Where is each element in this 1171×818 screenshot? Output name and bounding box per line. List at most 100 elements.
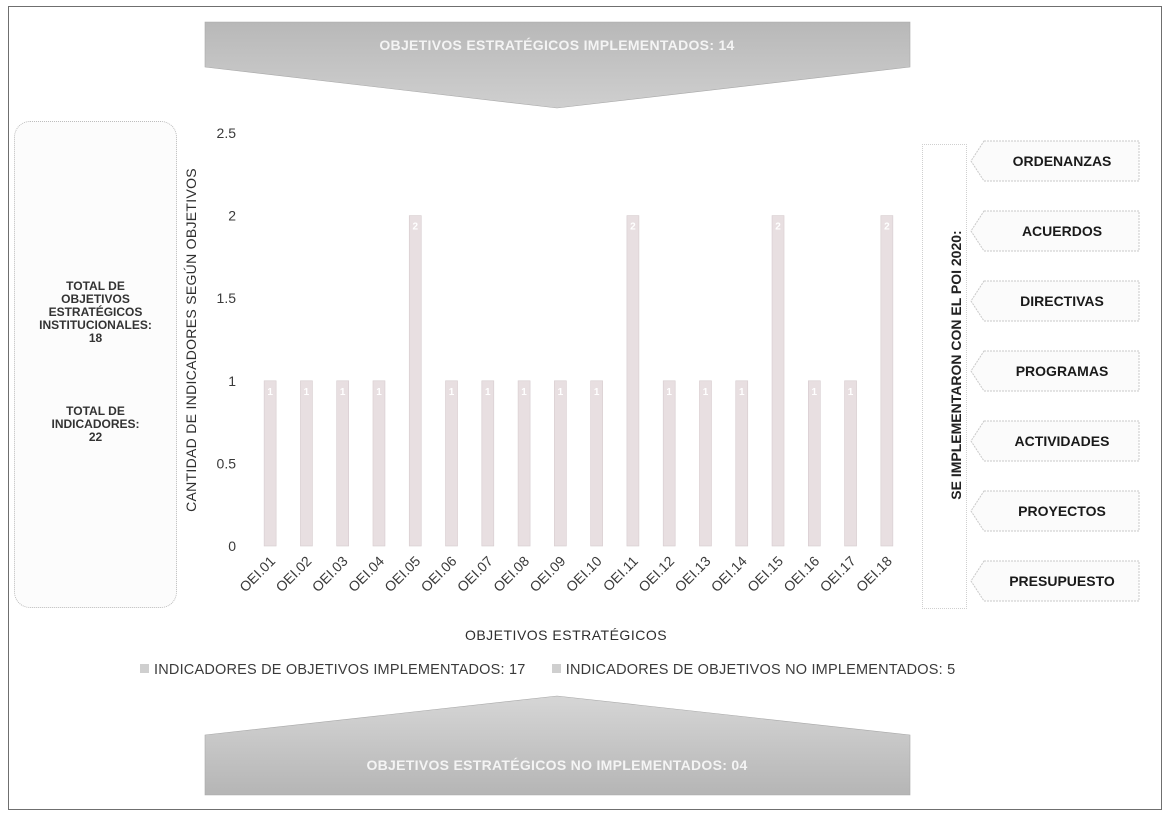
y-axis-title: CANTIDAD DE INDICADORES SEGÚN OBJETIVOS — [183, 168, 199, 512]
total-indicators-value: 22 — [88, 430, 103, 444]
bar-data-label: 2 — [412, 222, 418, 233]
total-indicators-line: INDICADORES: — [51, 417, 140, 431]
total-objectives-line: ESTRATÉGICOS — [48, 305, 143, 319]
bar-data-label: 1 — [594, 387, 600, 398]
x-tick-label: OEI.13 — [671, 553, 713, 595]
bar — [626, 215, 640, 547]
x-tick-label: OEI.08 — [490, 553, 532, 595]
x-tick-label: OEI.10 — [563, 553, 605, 595]
legend-label: INDICADORES DE OBJETIVOS IMPLEMENTADOS: … — [154, 662, 526, 678]
tag-arrow-shape — [970, 490, 1140, 532]
instrument-tag-label: ACUERDOS — [1021, 223, 1103, 239]
tag-arrow-shape — [970, 280, 1140, 322]
bar — [481, 380, 495, 547]
bar-data-label: 1 — [449, 387, 455, 398]
bar-data-label: 1 — [521, 387, 527, 398]
y-tick-label: 2 — [228, 208, 236, 224]
bar-data-label: 2 — [775, 222, 781, 233]
bar-data-label: 1 — [703, 387, 709, 398]
x-tick-label: OEI.05 — [381, 553, 423, 595]
instrument-tag: ACTIVIDADES — [970, 420, 1140, 462]
summary-box: TOTAL DE OBJETIVOS ESTRATÉGICOS INSTITUC… — [14, 121, 177, 608]
bar-data-label: 1 — [739, 387, 745, 398]
instruments-title: SE IMPLEMENTARON CON EL POI 2020: — [948, 230, 964, 500]
bar-data-label: 1 — [267, 387, 273, 398]
y-tick-label: 2.5 — [217, 125, 237, 141]
bar — [263, 380, 277, 547]
total-indicators-stat: TOTAL DE INDICADORES: 22 — [15, 405, 176, 444]
x-tick-label: OEI.17 — [817, 553, 859, 595]
bar — [300, 380, 313, 547]
instrument-tag-label: ACTIVIDADES — [1014, 433, 1110, 449]
instrument-tag: PRESUPUESTO — [970, 560, 1140, 602]
bar — [771, 215, 785, 547]
bar-data-label: 1 — [558, 387, 564, 398]
legend-item-not-implemented: INDICADORES DE OBJETIVOS NO IMPLEMENTADO… — [551, 662, 956, 678]
y-tick-label: 0 — [228, 538, 236, 554]
legend-swatch — [551, 664, 561, 673]
x-tick-label: OEI.03 — [309, 553, 351, 595]
bar — [844, 380, 857, 547]
x-tick-label: OEI.01 — [236, 553, 278, 595]
bar-data-label: 1 — [304, 387, 310, 398]
total-objectives-line: OBJETIVOS — [61, 292, 130, 306]
bar-data-label: 1 — [812, 387, 818, 398]
x-tick-label: OEI.11 — [600, 553, 642, 595]
bar — [880, 215, 894, 547]
bar — [699, 380, 712, 547]
bar-data-label: 1 — [485, 387, 491, 398]
bar — [662, 380, 676, 547]
tag-arrow-shape — [970, 350, 1140, 392]
tag-arrow-shape — [970, 140, 1140, 182]
chart-legend: INDICADORES DE OBJETIVOS IMPLEMENTADOS: … — [140, 662, 977, 678]
x-tick-label: OEI.02 — [272, 553, 314, 595]
bar-data-label: 2 — [630, 222, 636, 233]
x-tick-label: OEI.18 — [853, 553, 895, 595]
x-tick-label: OEI.16 — [780, 553, 822, 595]
instrument-tag: PROGRAMAS — [970, 350, 1140, 392]
bar-data-label: 1 — [666, 387, 672, 398]
total-objectives-stat: TOTAL DE OBJETIVOS ESTRATÉGICOS INSTITUC… — [15, 280, 176, 345]
total-objectives-value: 18 — [88, 331, 103, 345]
bar-data-label: 2 — [884, 222, 890, 233]
report-frame — [8, 6, 1162, 810]
bar-data-label: 1 — [848, 387, 854, 398]
bar — [517, 380, 531, 547]
tag-arrow-shape — [970, 420, 1140, 462]
total-objectives-line: INSTITUCIONALES: — [39, 318, 152, 332]
y-tick-label: 1 — [228, 373, 236, 389]
bar — [336, 380, 349, 547]
bar — [735, 380, 749, 547]
y-tick-label: 1.5 — [217, 290, 237, 306]
instrument-tag: ACUERDOS — [970, 210, 1140, 252]
tag-arrow-shape — [970, 560, 1140, 602]
bar — [445, 380, 458, 547]
x-tick-label: OEI.12 — [635, 553, 677, 595]
instrument-tag-label: DIRECTIVAS — [1020, 293, 1104, 309]
instrument-tag-label: PROYECTOS — [1018, 503, 1106, 519]
x-tick-label: OEI.15 — [744, 553, 786, 595]
x-tick-label: OEI.04 — [345, 553, 387, 595]
instrument-tag-label: PROGRAMAS — [1015, 363, 1109, 379]
instrument-tag: PROYECTOS — [970, 490, 1140, 532]
bar-data-label: 1 — [340, 387, 346, 398]
instrument-tag-label: ORDENANZAS — [1012, 153, 1112, 169]
x-axis-title: OBJETIVOS ESTRATÉGICOS — [465, 627, 667, 643]
x-tick-label: OEI.06 — [418, 553, 460, 595]
total-indicators-line: TOTAL DE — [66, 404, 125, 418]
legend-swatch — [140, 664, 149, 673]
instrument-tag: ORDENANZAS — [970, 140, 1140, 182]
instruments-title-panel — [922, 144, 967, 609]
x-tick-label: OEI.07 — [454, 553, 496, 595]
bar — [808, 380, 821, 547]
bar — [408, 215, 422, 547]
bar — [372, 380, 386, 547]
tag-arrow-shape — [970, 210, 1140, 252]
bar — [590, 380, 603, 547]
x-tick-label: OEI.14 — [708, 553, 750, 595]
instrument-tag: DIRECTIVAS — [970, 280, 1140, 322]
instrument-tag-label: PRESUPUESTO — [1009, 573, 1115, 589]
bar-data-label: 1 — [376, 387, 382, 398]
x-tick-label: OEI.09 — [526, 553, 568, 595]
total-objectives-line: TOTAL DE — [66, 279, 125, 293]
